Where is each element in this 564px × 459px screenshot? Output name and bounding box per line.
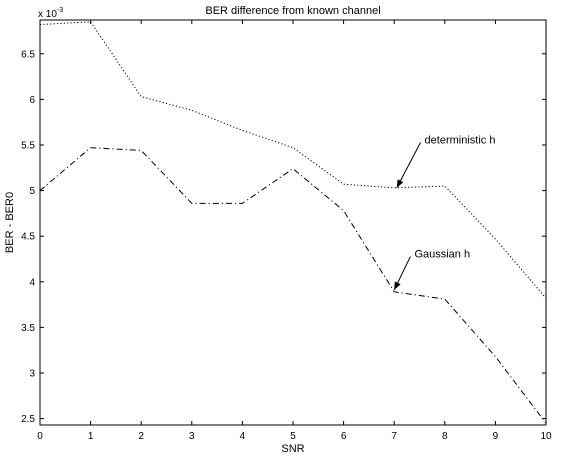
y-axis-exponent: x 10-3 [38, 7, 63, 20]
y-tick-label: 5.5 [21, 140, 35, 151]
x-tick-label: 6 [341, 431, 347, 442]
x-tick-label: 3 [189, 431, 195, 442]
y-tick-label: 5 [29, 186, 35, 197]
y-tick-label: 4 [29, 277, 35, 288]
x-tick-label: 0 [37, 431, 43, 442]
x-tick-label: 9 [493, 431, 499, 442]
x-tick-label: 7 [391, 431, 397, 442]
y-tick-label: 3 [29, 369, 35, 380]
y-axis-exponent-power: -3 [57, 7, 63, 14]
y-tick-label: 4.5 [21, 232, 35, 243]
y-tick-label: 2.5 [21, 414, 35, 425]
y-tick-label: 6 [29, 95, 35, 106]
annotation-arrow-line [396, 142, 422, 189]
x-tick-label: 5 [290, 431, 296, 442]
chart-title: BER difference from known channel [205, 5, 380, 17]
annotation-arrow-head [394, 281, 401, 290]
y-tick-label: 6.5 [21, 49, 35, 60]
annotation-arrow-head [396, 179, 404, 188]
annotation-label: Gaussian h [414, 248, 470, 260]
x-tick-label: 4 [240, 431, 246, 442]
annotation-layer: deterministic h Gaussian h [393, 134, 496, 291]
x-tick-label: 8 [442, 431, 448, 442]
x-tick-label: 10 [540, 431, 552, 442]
y-tick-label: 3.5 [21, 323, 35, 334]
y-axis-label: BER - BER0 [4, 192, 16, 253]
x-axis-ticks: 0 1 2 3 4 5 6 7 8 9 10 [37, 20, 552, 442]
y-axis-ticks: 2.5 3 3.5 4 4.5 5 5.5 6 6.5 [21, 49, 546, 425]
y-axis-exponent-base: x 10 [38, 9, 57, 20]
x-tick-label: 2 [138, 431, 144, 442]
x-tick-label: 1 [88, 431, 94, 442]
annotation-label: deterministic h [425, 134, 496, 146]
x-axis-label: SNR [281, 443, 304, 455]
